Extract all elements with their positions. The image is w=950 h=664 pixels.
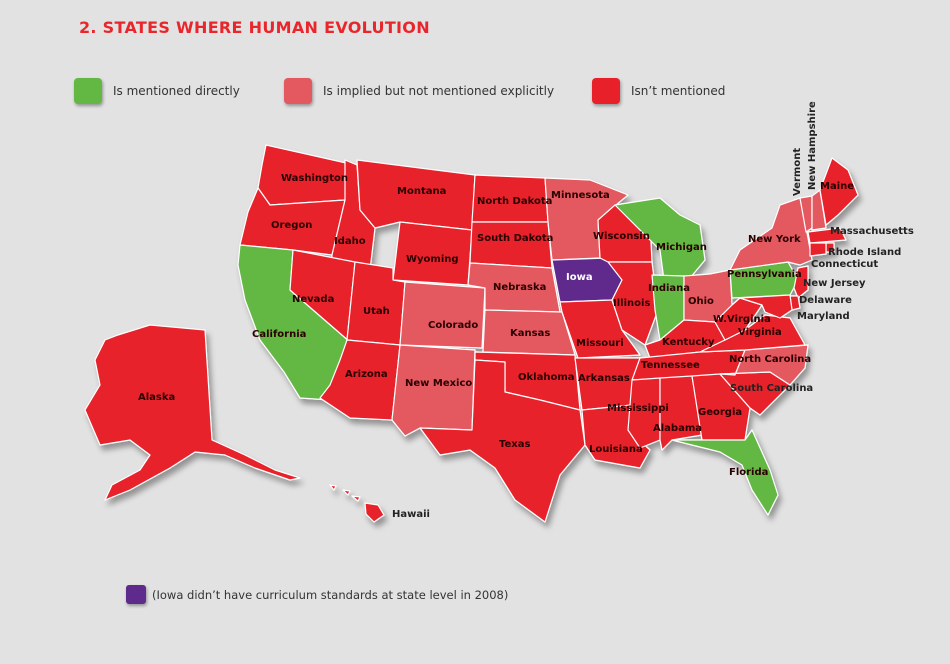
- legend-swatch-red: [592, 78, 620, 104]
- legend-swatch-green: [74, 78, 102, 104]
- note-swatch-purple: [126, 585, 146, 604]
- label-oregon: Oregon: [271, 220, 312, 231]
- label-montana: Montana: [397, 186, 446, 197]
- label-nebraska: Nebraska: [493, 282, 546, 293]
- label-louisiana: Louisiana: [589, 444, 643, 455]
- label-florida: Florida: [729, 467, 768, 478]
- label-indiana: Indiana: [648, 283, 690, 294]
- label-alaska: Alaska: [138, 392, 175, 403]
- label-iowa: Iowa: [566, 272, 593, 283]
- label-alabama: Alabama: [653, 423, 702, 434]
- label-ohio: Ohio: [688, 296, 714, 307]
- legend-swatch-pink: [284, 78, 312, 104]
- state-hawaii-islands: [329, 484, 361, 502]
- state-maine: [819, 157, 859, 226]
- label-arkansas: Arkansas: [578, 373, 630, 384]
- label-new-york: New York: [748, 234, 801, 245]
- state-illinois: [607, 261, 659, 346]
- state-new-hampshire: [811, 189, 827, 231]
- label-nevada: Nevada: [292, 294, 334, 305]
- label-texas: Texas: [499, 439, 530, 450]
- label-pennsylvania: Pennsylvania: [727, 269, 802, 280]
- legend-label: Isn’t mentioned: [631, 84, 726, 98]
- label-utah: Utah: [363, 306, 390, 317]
- state-texas: [419, 359, 586, 523]
- label-new-mexico: New Mexico: [405, 378, 472, 389]
- label-wisconsin: Wisconsin: [593, 231, 650, 242]
- state-florida: [671, 429, 779, 516]
- label-california: California: [252, 329, 306, 340]
- label-minnesota: Minnesota: [551, 190, 610, 201]
- label-virginia: Virginia: [738, 327, 782, 338]
- label-connecticut: Connecticut: [811, 259, 878, 270]
- label-mississippi: Mississippi: [607, 403, 669, 414]
- label-maine: Maine: [820, 181, 854, 192]
- label-new-hampshire: New Hampshire: [807, 101, 818, 190]
- label-north-carolina: North Carolina: [729, 354, 811, 365]
- label-kansas: Kansas: [510, 328, 550, 339]
- label-rhode-island: Rhode Island: [828, 247, 901, 258]
- iowa-note: (Iowa didn’t have curriculum standards a…: [126, 585, 508, 604]
- label-west-virginia: W.Virginia: [713, 314, 771, 325]
- state-mississippi: [627, 377, 661, 449]
- label-washington: Washington: [281, 173, 348, 184]
- state-maryland: [739, 294, 793, 319]
- state-connecticut: [809, 242, 827, 257]
- legend-item-not-mentioned: Isn’t mentioned: [592, 78, 725, 104]
- label-arizona: Arizona: [345, 369, 388, 380]
- label-south-carolina: South Carolina: [730, 383, 813, 394]
- label-colorado: Colorado: [428, 320, 478, 331]
- state-new-jersey: [793, 265, 809, 299]
- label-north-dakota: North Dakota: [477, 196, 552, 207]
- label-south-dakota: South Dakota: [477, 233, 553, 244]
- label-maryland: Maryland: [797, 311, 850, 322]
- state-hawaii: [364, 502, 385, 523]
- legend-item-implied: Is implied but not mentioned explicitly: [284, 78, 554, 104]
- label-oklahoma: Oklahoma: [518, 372, 574, 383]
- state-massachusetts: [807, 227, 847, 244]
- label-idaho: Idaho: [334, 236, 366, 247]
- label-hawaii: Hawaii: [392, 509, 430, 520]
- state-michigan: [614, 197, 706, 281]
- state-colorado: [399, 281, 486, 349]
- label-georgia: Georgia: [698, 407, 742, 418]
- legend-label: Is mentioned directly: [113, 84, 240, 98]
- label-kentucky: Kentucky: [662, 337, 715, 348]
- state-new-mexico: [391, 344, 476, 437]
- state-alaska: [84, 324, 301, 501]
- label-michigan: Michigan: [656, 242, 707, 253]
- state-south-dakota: [469, 221, 553, 269]
- legend-label: Is implied but not mentioned explicitly: [323, 84, 555, 98]
- label-tennessee: Tennessee: [641, 360, 700, 371]
- label-delaware: Delaware: [799, 295, 852, 306]
- note-label: (Iowa didn’t have curriculum standards a…: [152, 587, 509, 602]
- legend-item-mentioned: Is mentioned directly: [74, 78, 240, 104]
- label-massachusetts: Massachusetts: [830, 226, 914, 237]
- map-title: 2. STATES WHERE HUMAN EVOLUTION: [79, 18, 430, 37]
- label-wyoming: Wyoming: [406, 254, 459, 265]
- label-missouri: Missouri: [576, 338, 624, 349]
- label-new-jersey: New Jersey: [803, 278, 866, 289]
- label-vermont: Vermont: [792, 148, 803, 196]
- state-oregon: [239, 187, 346, 256]
- label-illinois: Illinois: [613, 298, 650, 309]
- state-georgia: [691, 373, 751, 441]
